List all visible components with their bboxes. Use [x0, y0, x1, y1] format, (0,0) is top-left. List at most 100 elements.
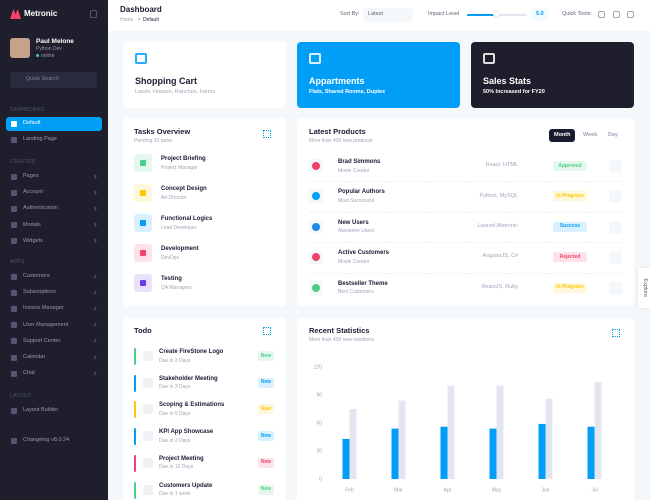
menu-item[interactable]: Default: [23, 120, 41, 127]
product-name[interactable]: Brad Simmons: [338, 159, 381, 165]
row-button[interactable]: [609, 190, 622, 204]
menu-item[interactable]: Account: [23, 189, 43, 196]
status-label: Rejected: [559, 253, 581, 260]
menu-button[interactable]: [263, 130, 271, 138]
todo-badge: [258, 351, 274, 361]
menu-item[interactable]: User Management: [23, 321, 69, 328]
menu-item[interactable]: Layout Builder: [23, 407, 59, 414]
logo-icon: [10, 9, 21, 19]
task-role: QA Managers: [161, 284, 192, 291]
todo-checkbox[interactable]: [143, 431, 153, 442]
product-role: Most Successful: [338, 197, 375, 204]
todo-title[interactable]: KPI App Showcase: [159, 429, 214, 436]
row-button[interactable]: [609, 160, 622, 173]
task-icon: [140, 160, 146, 166]
product-tech: ReactJS, Ruby: [481, 283, 518, 290]
row-button[interactable]: [609, 251, 622, 265]
menu-item[interactable]: Modals: [23, 221, 41, 228]
avatar: [10, 38, 30, 58]
tab[interactable]: Day: [608, 132, 619, 139]
row-divider: [309, 272, 622, 274]
tool-icon[interactable]: [627, 11, 634, 18]
tab-active: [549, 129, 575, 142]
menu-button[interactable]: [612, 329, 620, 337]
card: [297, 42, 460, 108]
status-label: Success: [559, 223, 581, 230]
product-name[interactable]: Active Customers: [338, 250, 390, 257]
menu-icon: [11, 222, 17, 229]
changelog[interactable]: Changelog v8.0.24: [23, 437, 70, 444]
todo-checkbox[interactable]: [143, 404, 153, 415]
product-name[interactable]: New Users: [338, 219, 369, 226]
todo-checkbox[interactable]: [143, 351, 153, 361]
y-tick-label: 60: [316, 420, 322, 426]
menu-item[interactable]: Calendar: [23, 353, 46, 360]
menu-icon: [11, 290, 17, 297]
todo-checkbox[interactable]: [143, 484, 153, 495]
row-button[interactable]: [609, 220, 622, 234]
todo-bar: [134, 481, 136, 499]
tool-icon[interactable]: [598, 11, 605, 18]
tab[interactable]: Month: [554, 132, 571, 139]
bar: [440, 426, 448, 479]
menu-item[interactable]: Landing Page: [23, 136, 57, 143]
todo-badge-label: New: [260, 405, 272, 412]
todo-title[interactable]: Project Meeting: [159, 455, 204, 462]
y-tick-label: 90: [316, 392, 322, 398]
todo-badge: [258, 404, 274, 415]
menu-item[interactable]: Subscriptions: [23, 289, 57, 296]
todo-due: Due in 2 Days: [159, 357, 191, 364]
menu-item[interactable]: Pages: [23, 173, 39, 180]
impact-badge: [532, 9, 548, 21]
task-title[interactable]: Concept Design: [161, 186, 207, 192]
row-button[interactable]: [609, 281, 622, 295]
todo-checkbox[interactable]: [143, 457, 153, 468]
product-name[interactable]: Bestseller Theme: [338, 280, 388, 287]
slider-knob[interactable]: [493, 11, 500, 18]
breadcrumb: Default: [143, 16, 159, 23]
sort-select[interactable]: [363, 8, 413, 22]
todo-checkbox[interactable]: [143, 377, 153, 388]
product-logo-mark: [312, 222, 320, 231]
menu-item[interactable]: Widgets: [23, 237, 43, 244]
task-title[interactable]: Functional Logics: [161, 216, 213, 222]
task-role: Project Manager: [161, 164, 198, 171]
explore-tab[interactable]: [638, 268, 650, 308]
menu-icon: [11, 370, 17, 377]
menu-icon: [11, 338, 17, 345]
menu-button[interactable]: [263, 327, 271, 335]
todo-bar: [134, 428, 136, 446]
tab[interactable]: Week: [583, 132, 598, 139]
todo-title[interactable]: Stakeholder Meeting: [159, 375, 218, 382]
todo-title[interactable]: Customers Update: [159, 482, 213, 489]
todo-title[interactable]: Create FireStone Logo: [159, 349, 224, 355]
toggle[interactable]: [90, 10, 97, 18]
breadcrumb[interactable]: Home: [120, 16, 134, 23]
status-label: Approved: [558, 162, 582, 169]
menu-item[interactable]: Support Center: [23, 337, 61, 344]
product-tech: AngularJS, C#: [482, 253, 518, 260]
task-title[interactable]: Project Briefing: [161, 156, 206, 162]
menu-section: LAYOUT: [10, 392, 32, 399]
row-divider: [309, 181, 622, 183]
search-placeholder: Quick Search: [26, 76, 60, 83]
todo-badge: [258, 377, 274, 388]
menu-item[interactable]: Authentication: [23, 205, 58, 212]
task-title[interactable]: Development: [161, 246, 199, 252]
product-name[interactable]: Popular Authors: [338, 189, 385, 196]
x-tick-label: Jun: [541, 487, 549, 493]
x-tick-label: Feb: [345, 487, 354, 493]
bar: [391, 428, 399, 479]
x-tick-label: Mar: [394, 487, 403, 493]
search[interactable]: [10, 72, 97, 88]
menu-item[interactable]: Customers: [23, 273, 50, 280]
menu-item[interactable]: Chat: [23, 369, 35, 376]
menu-item[interactable]: Invoice Manager: [23, 305, 64, 312]
row-divider: [309, 242, 622, 244]
menu-icon: [11, 174, 17, 180]
brand: Metronic: [24, 9, 58, 18]
todo-title[interactable]: Scoping & Estimations: [159, 402, 225, 409]
card-subtitle: Flats, Shared Rooms, Duplex: [309, 89, 386, 96]
task-title[interactable]: Testing: [161, 276, 182, 282]
tool-icon[interactable]: [613, 11, 620, 18]
